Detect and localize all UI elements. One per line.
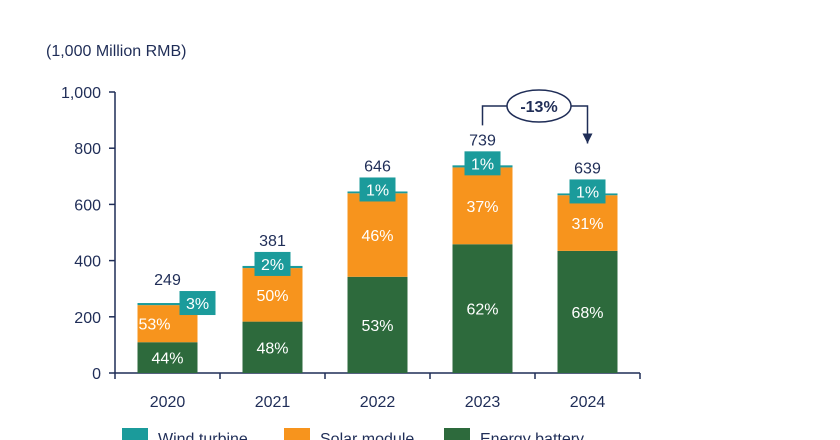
bar-total-label: 646 (364, 158, 391, 175)
y-tick-label: 1,000 (61, 85, 101, 102)
bar-total-label: 381 (259, 233, 286, 250)
wind-label-box (359, 177, 396, 202)
segment-label: 1% (576, 184, 599, 201)
segment-label: 48% (256, 340, 288, 357)
segment-label: 50% (256, 288, 288, 305)
bar-segment (347, 276, 408, 373)
segment-label: 3% (186, 296, 209, 313)
annotation-oval (506, 89, 572, 123)
x-tick-label: 2020 (150, 394, 186, 411)
annotation-label: -13% (520, 99, 557, 116)
segment-label: 53% (361, 318, 393, 335)
bar-segment (452, 244, 513, 373)
x-tick-label: 2023 (465, 394, 501, 411)
legend-label: Solar module (320, 431, 414, 440)
bar-segment (242, 321, 303, 373)
legend: Wind turbine Solar module Energy battery (122, 428, 584, 440)
annotation-arrowhead (582, 133, 593, 144)
annotation-line-right (571, 105, 589, 144)
bar-segment (137, 342, 198, 373)
bar-segment (557, 195, 618, 251)
segment-label: 44% (151, 351, 183, 368)
segment-label: 68% (571, 305, 603, 322)
segment-label: 2% (261, 257, 284, 274)
wind-label-box (254, 251, 291, 276)
x-tick-label: 2024 (570, 394, 606, 411)
bar-segment (242, 268, 303, 322)
bar-total-label: 739 (469, 132, 496, 149)
unit-label: (1,000 Million RMB) (46, 43, 186, 60)
wind-label-box (179, 291, 216, 316)
bars: 44% 53% 3% 249 2020 48% 50% 2% 381 2021 53% 46% 1% 64… (137, 132, 618, 411)
segment-label: 1% (471, 156, 494, 173)
legend-label: Wind turbine (158, 431, 248, 440)
wind-label-box (569, 179, 606, 204)
bar-segment (452, 167, 513, 245)
change-annotation: -13% (481, 89, 593, 144)
bar-total-label: 249 (154, 272, 181, 289)
bar-segment (137, 303, 198, 306)
annotation-line-left (481, 105, 507, 126)
y-tick-label: 800 (74, 141, 101, 158)
y-tick-label: 200 (74, 310, 101, 327)
legend-swatch (122, 428, 148, 440)
segment-label: 31% (571, 216, 603, 233)
y-tick-label: 400 (74, 254, 101, 271)
y-tick-label: 0 (92, 366, 101, 383)
axes: 0 200 400 600 800 1,000 (61, 85, 641, 383)
segment-label: 37% (466, 199, 498, 216)
bar-segment (557, 250, 618, 373)
x-tick-label: 2021 (255, 394, 291, 411)
bar-total-label: 639 (574, 160, 601, 177)
segment-label: 62% (466, 302, 498, 319)
segment-label: 46% (361, 228, 393, 245)
y-tick-label: 600 (74, 197, 101, 214)
wind-label-box (464, 151, 501, 176)
legend-swatch (284, 428, 310, 440)
segment-label: 1% (366, 182, 389, 199)
legend-swatch (444, 428, 470, 440)
legend-label: Energy battery (480, 431, 584, 440)
bar-segment (347, 193, 408, 277)
x-tick-label: 2022 (360, 394, 396, 411)
segment-label: 53% (138, 317, 170, 334)
